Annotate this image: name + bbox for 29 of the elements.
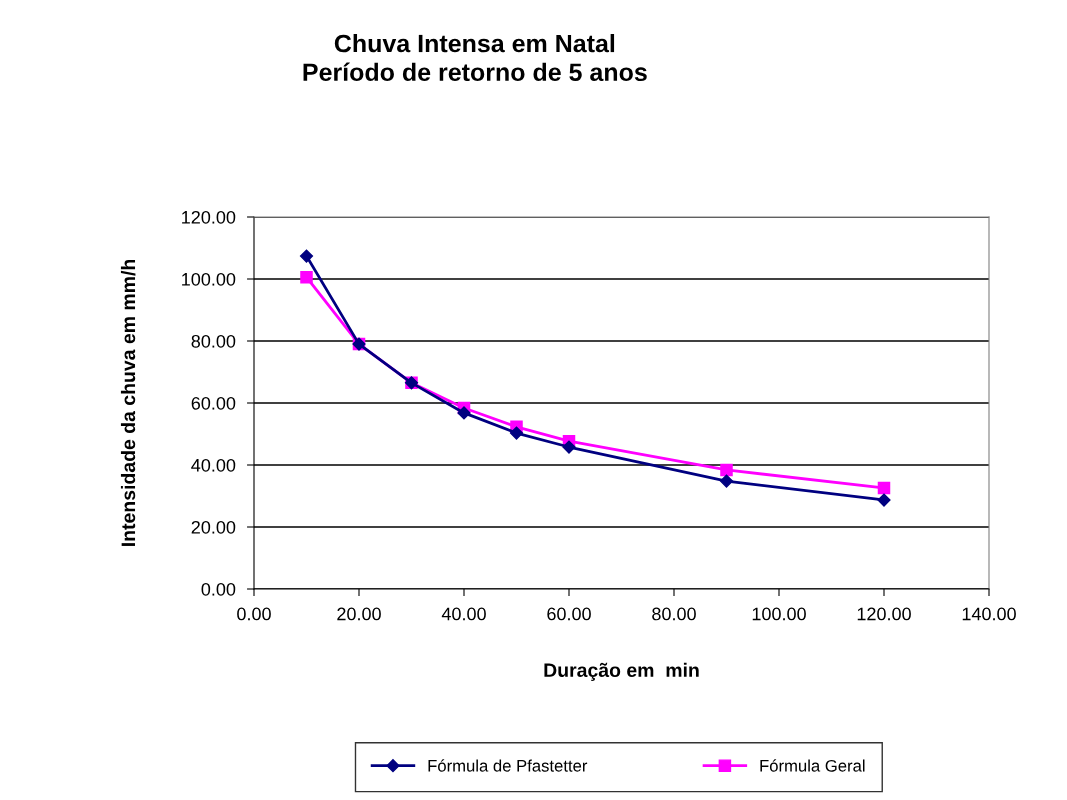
chart-title: Chuva Intensa em Natal Período de retorno de 5 anos bbox=[303, 33, 647, 82]
y-tick-label: 20.00 bbox=[191, 520, 236, 534]
x-tick-label: 100.00 bbox=[752, 607, 806, 621]
point bbox=[719, 474, 734, 488]
y-tick-label: 40.00 bbox=[191, 458, 236, 472]
x-tick-label: 140.00 bbox=[962, 607, 1016, 621]
x-tick-label: 40.00 bbox=[441, 607, 486, 621]
y-axis-title: Intensidade da chuva em mm/h bbox=[120, 259, 136, 546]
point bbox=[877, 493, 891, 507]
x-tick-label: 60.00 bbox=[547, 607, 591, 621]
x-tick-label: 120.00 bbox=[857, 607, 911, 621]
legend-label: Fórmula Geral bbox=[760, 759, 865, 772]
x-tick-label: 0.00 bbox=[237, 607, 271, 621]
point bbox=[720, 463, 733, 477]
x-axis-title: Duração em min bbox=[544, 662, 699, 681]
x-tick-label: 20.00 bbox=[337, 607, 381, 621]
legend-label: Fórmula de Pfastetter bbox=[428, 759, 588, 772]
y-tick-label: 120.00 bbox=[182, 210, 236, 224]
point bbox=[562, 440, 576, 454]
y-tick-label: 100.00 bbox=[182, 272, 236, 286]
point bbox=[877, 481, 891, 495]
point bbox=[299, 249, 314, 263]
y-tick-label: 80.00 bbox=[191, 334, 236, 348]
point bbox=[300, 270, 313, 284]
point bbox=[509, 426, 524, 440]
point bbox=[457, 406, 471, 420]
y-tick-label: 60.00 bbox=[191, 396, 236, 410]
x-tick-label: 80.00 bbox=[652, 607, 696, 621]
y-tick-label: 0.00 bbox=[201, 582, 236, 596]
